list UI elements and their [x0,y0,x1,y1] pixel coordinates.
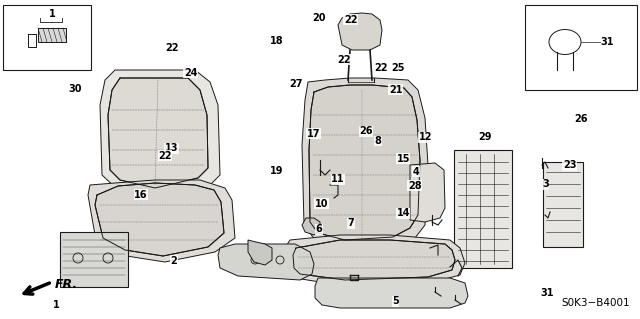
Text: 6: 6 [316,224,322,234]
Text: 31: 31 [540,288,554,298]
Text: 18: 18 [269,36,284,46]
Text: 23: 23 [563,160,577,170]
Text: 10: 10 [314,198,328,209]
Text: 22: 22 [158,151,172,161]
Polygon shape [302,78,428,248]
Ellipse shape [549,29,581,55]
Text: 26: 26 [574,114,588,124]
Text: 29: 29 [478,131,492,142]
Text: 17: 17 [307,129,321,139]
Bar [60,232,128,287]
Text: 28: 28 [408,181,422,191]
Text: 16: 16 [134,189,148,200]
Text: 12: 12 [419,132,433,142]
Text: 22: 22 [337,55,351,65]
Text: 26: 26 [359,126,373,137]
Text: 1: 1 [49,9,56,19]
Bar [525,5,637,90]
Text: 1: 1 [53,300,60,310]
Text: 27: 27 [289,78,303,89]
Text: 22: 22 [374,63,388,73]
Text: 14: 14 [396,208,410,218]
Text: 8: 8 [374,136,381,146]
Polygon shape [410,163,445,222]
Text: 19: 19 [269,166,284,176]
Text: 31: 31 [600,37,614,47]
Polygon shape [309,85,420,240]
Polygon shape [248,240,272,265]
Text: 4: 4 [413,167,419,177]
Text: S0K3−B4001: S0K3−B4001 [561,298,630,308]
Bar [543,162,583,247]
Polygon shape [293,240,455,280]
Bar [3,5,91,70]
Text: 7: 7 [348,218,354,228]
Text: 13: 13 [164,143,179,153]
Text: 22: 22 [344,15,358,25]
Text: 11: 11 [331,174,345,184]
Text: FR.: FR. [55,278,78,291]
Text: 22: 22 [164,43,179,54]
Polygon shape [88,180,235,262]
Text: 3: 3 [542,179,548,189]
Text: 2: 2 [171,256,177,266]
Polygon shape [315,278,468,308]
Bar [454,150,512,268]
Bar [38,28,66,42]
Polygon shape [108,78,208,188]
Text: 15: 15 [396,154,410,164]
Text: 30: 30 [68,84,83,94]
Text: 5: 5 [392,296,399,307]
Polygon shape [100,70,220,200]
Text: 21: 21 [388,85,403,95]
Text: 20: 20 [312,12,326,23]
Text: 25: 25 [391,63,405,73]
Polygon shape [285,235,465,286]
Polygon shape [302,218,320,235]
Polygon shape [218,244,314,280]
Polygon shape [338,13,382,50]
Text: 24: 24 [184,68,198,78]
Polygon shape [95,183,224,256]
